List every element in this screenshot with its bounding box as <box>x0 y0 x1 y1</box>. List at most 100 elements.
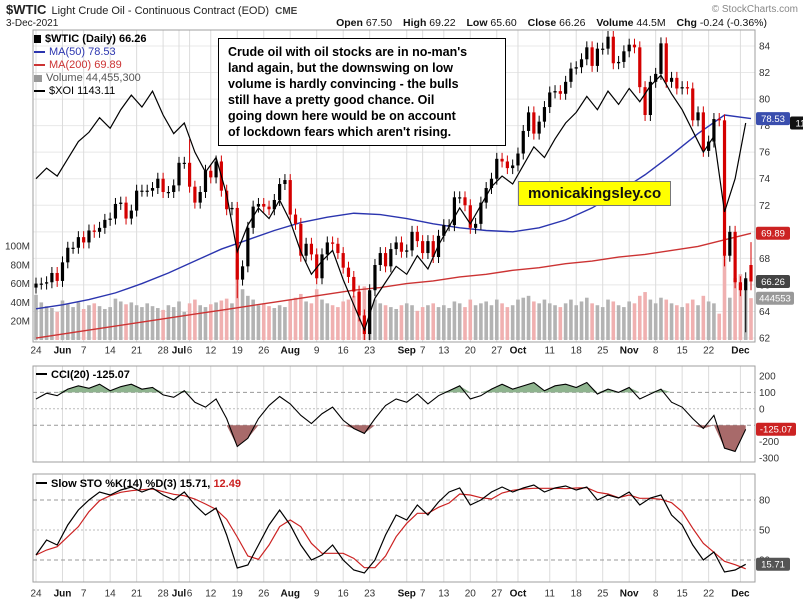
svg-text:50: 50 <box>759 526 771 537</box>
svg-text:20: 20 <box>465 589 477 600</box>
open-label: Open <box>336 17 363 29</box>
svg-text:-125.07: -125.07 <box>760 425 792 436</box>
svg-text:14: 14 <box>105 589 117 600</box>
svg-text:Dec: Dec <box>731 346 750 357</box>
candlestick-icon <box>34 35 41 43</box>
close-value: 66.26 <box>559 17 586 29</box>
svg-text:62: 62 <box>759 334 771 345</box>
cci-panel: 200 100 0 -200 -300 <box>33 372 779 465</box>
chart-header: $WTIC Light Crude Oil - Continuous Contra… <box>6 2 297 17</box>
svg-text:40M: 40M <box>11 298 30 309</box>
svg-text:66.26: 66.26 <box>761 277 785 288</box>
svg-text:16: 16 <box>338 589 350 600</box>
svg-text:15.71: 15.71 <box>761 560 785 571</box>
svg-text:200: 200 <box>759 372 776 383</box>
svg-text:76: 76 <box>759 148 771 159</box>
volume-value: 44.5M <box>636 17 666 29</box>
svg-text:19: 19 <box>232 346 244 357</box>
legend-row-wtic: $WTIC (Daily) 66.26 <box>34 33 146 46</box>
svg-text:16: 16 <box>338 346 350 357</box>
legend-row-xoi: $XOI 1143.11 <box>34 85 146 98</box>
sto-k-value: 15.71, <box>179 478 211 490</box>
svg-text:68: 68 <box>759 254 771 265</box>
svg-text:21: 21 <box>131 346 143 357</box>
svg-text:Nov: Nov <box>620 346 639 357</box>
volume-label: Volume <box>596 17 634 29</box>
svg-text:25: 25 <box>597 589 609 600</box>
svg-text:Oct: Oct <box>510 346 527 357</box>
copyright: © StockCharts.com <box>711 4 798 15</box>
svg-text:9: 9 <box>314 346 320 357</box>
svg-text:80: 80 <box>759 496 771 507</box>
svg-text:78: 78 <box>759 121 771 132</box>
high-label: High <box>403 17 427 29</box>
svg-text:14: 14 <box>105 346 117 357</box>
legend-wtic: $WTIC (Daily) 66.26 <box>45 33 147 45</box>
low-value: 65.60 <box>490 17 517 29</box>
svg-text:25: 25 <box>597 346 609 357</box>
svg-text:Jul: Jul <box>172 346 187 357</box>
svg-text:22: 22 <box>703 346 715 357</box>
svg-text:80M: 80M <box>11 260 30 271</box>
svg-text:60M: 60M <box>11 279 30 290</box>
annotation-line: of lockdown fears which aren't rising. <box>228 125 452 139</box>
svg-text:80: 80 <box>759 95 771 106</box>
svg-text:19: 19 <box>232 589 244 600</box>
xoi-line-icon <box>34 90 45 92</box>
price-callouts: 78.53 1143.11 69.89 66.26 444553 -125.07 15.71 <box>756 112 803 571</box>
annotation-line: volume is hardly convincing - the bulls <box>228 77 459 91</box>
svg-text:1143.11: 1143.11 <box>796 118 803 129</box>
svg-text:Oct: Oct <box>510 589 527 600</box>
svg-text:26: 26 <box>258 589 270 600</box>
svg-text:-300: -300 <box>759 454 779 465</box>
symbol: $WTIC <box>6 2 47 17</box>
svg-text:28: 28 <box>158 346 170 357</box>
svg-text:20M: 20M <box>11 317 30 328</box>
cci-value: -125.07 <box>92 369 130 381</box>
svg-text:74: 74 <box>759 174 771 185</box>
sto-d-value: 12.49 <box>213 478 241 490</box>
svg-text:Aug: Aug <box>280 589 299 600</box>
legend-xoi: $XOI 1143.11 <box>49 85 116 97</box>
svg-text:12: 12 <box>205 589 217 600</box>
svg-text:23: 23 <box>364 589 376 600</box>
low-label: Low <box>466 17 488 29</box>
annotation-line: land again, but the downswing on low <box>228 61 453 75</box>
svg-text:12: 12 <box>205 346 217 357</box>
legend-ma200: MA(200) 69.89 <box>49 59 122 71</box>
svg-text:6: 6 <box>187 346 193 357</box>
watermark-label: monicakingsley.co <box>518 181 672 206</box>
legend-volume: Volume 44,455,300 <box>46 72 141 84</box>
svg-text:Jul: Jul <box>172 589 187 600</box>
annotation-line: still have a pretty good chance. Oil <box>228 93 435 107</box>
chart-title: Light Crude Oil - Continuous Contract (E… <box>51 5 270 17</box>
svg-text:13: 13 <box>438 589 450 600</box>
ma200-line-icon <box>34 64 45 66</box>
svg-text:13: 13 <box>438 346 450 357</box>
high-value: 69.22 <box>429 17 456 29</box>
close-label: Close <box>527 17 557 29</box>
svg-text:8: 8 <box>653 346 659 357</box>
chg-label: Chg <box>676 17 697 29</box>
svg-text:26: 26 <box>258 346 270 357</box>
cci-line-icon <box>36 373 47 375</box>
svg-text:Jun: Jun <box>54 589 72 600</box>
svg-text:6: 6 <box>187 589 193 600</box>
svg-text:23: 23 <box>364 346 376 357</box>
svg-text:24: 24 <box>30 589 42 600</box>
xoi-line <box>35 74 747 332</box>
svg-text:69.89: 69.89 <box>761 229 785 240</box>
svg-text:11: 11 <box>545 346 556 357</box>
ma50-line-icon <box>34 51 45 53</box>
svg-text:72: 72 <box>759 201 771 212</box>
svg-text:78.53: 78.53 <box>761 114 785 125</box>
svg-text:18: 18 <box>571 346 583 357</box>
svg-text:20: 20 <box>465 346 477 357</box>
sto-panel: 805020 <box>33 484 771 574</box>
annotation-box: Crude oil with oil stocks are in no-man'… <box>218 38 506 146</box>
svg-text:15: 15 <box>677 589 689 600</box>
svg-text:7: 7 <box>81 589 87 600</box>
quote-bar: Open 67.50 High 69.22 Low 65.60 Close 66… <box>328 17 767 29</box>
annotation-line: going down here would be on account <box>228 109 456 123</box>
